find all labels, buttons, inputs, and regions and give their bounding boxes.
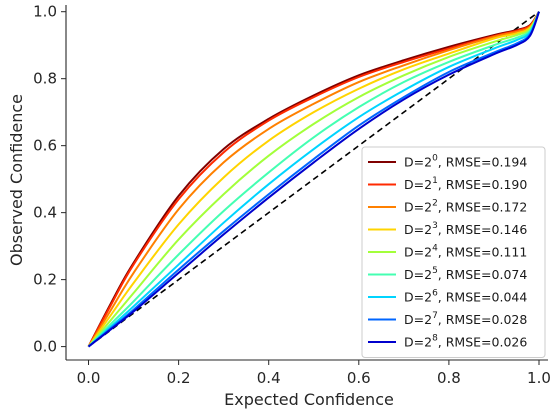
x-tick-label: 0.4	[257, 369, 281, 387]
series-line-3	[87, 11, 540, 348]
legend-entry: D=27, RMSE=0.028	[404, 311, 527, 327]
series-line-8	[87, 11, 540, 348]
reference-diagonal-line	[88, 11, 540, 348]
y-tick-label: 0.0	[33, 338, 57, 356]
legend-entry: D=23, RMSE=0.146	[404, 221, 527, 237]
y-tick-label: 0.4	[33, 204, 57, 222]
legend: D=20, RMSE=0.194 D=21, RMSE=0.190 D=22, RM…	[361, 146, 546, 358]
x-tick-label: 0.8	[437, 369, 461, 387]
y-axis-label: Observed Confidence	[7, 94, 26, 266]
legend-entry: D=24, RMSE=0.111	[404, 244, 527, 260]
x-tick-label: 0.0	[77, 369, 101, 387]
legend-box	[361, 146, 546, 358]
plot-area	[87, 11, 540, 348]
legend-entry: D=25, RMSE=0.074	[404, 266, 527, 282]
legend-entry: D=21, RMSE=0.190	[404, 176, 527, 192]
series-line-4	[87, 11, 540, 348]
y-tick-label: 0.8	[33, 70, 57, 88]
series-line-2	[87, 11, 540, 348]
axes: 0.0 0.2 0.4 0.6 0.8 1.0 0.0 0.2 0.4 0.6 0.8 1.0	[33, 3, 551, 387]
legend-entry: D=26, RMSE=0.044	[404, 289, 527, 305]
x-tick-label: 1.0	[527, 369, 551, 387]
y-tick-label: 1.0	[33, 3, 57, 21]
legend-entry: D=28, RMSE=0.026	[404, 334, 527, 350]
legend-entry: D=22, RMSE=0.172	[404, 199, 527, 215]
x-tick-label: 0.2	[167, 369, 191, 387]
series-line-6	[87, 11, 540, 348]
x-axis-label: Expected Confidence	[224, 390, 394, 409]
y-tick-label: 0.6	[33, 137, 57, 155]
x-tick-label: 0.6	[347, 369, 371, 387]
legend-entry: D=20, RMSE=0.194	[404, 154, 527, 170]
series-line-7	[87, 11, 540, 348]
y-tick-label: 0.2	[33, 271, 57, 289]
series-line-5	[87, 11, 540, 348]
